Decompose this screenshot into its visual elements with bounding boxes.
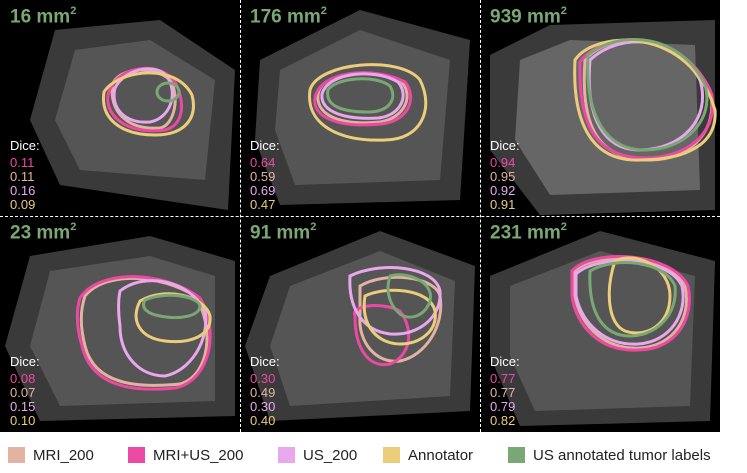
panel-5: 91 mm2 Dice: 0.30 0.49 0.30 0.40	[240, 216, 480, 432]
dice-mri-us-200: 0.30	[250, 371, 276, 386]
dice-mri-200: 0.77	[490, 385, 516, 400]
legend: MRI_200 MRI+US_200 US_200 Annotator US a…	[0, 440, 747, 470]
dice-mri-us-200: 0.77	[490, 371, 516, 386]
ultrasound-figure-grid: 16 mm2 Dice: 0.11 0.11 0.16 0.09 176 mm2…	[0, 0, 720, 432]
dice-scores: Dice: 0.30 0.49 0.30 0.40	[250, 355, 280, 428]
dice-label: Dice:	[250, 354, 280, 369]
dice-mri-us-200: 0.11	[10, 155, 35, 170]
dice-label: Dice:	[490, 354, 520, 369]
legend-swatch-us-200	[278, 447, 295, 463]
dice-mri-200: 0.11	[10, 169, 35, 184]
dice-annotator: 0.09	[10, 197, 36, 212]
dice-annotator: 0.91	[490, 197, 516, 212]
dice-label: Dice:	[10, 354, 40, 369]
dice-mri-200: 0.59	[250, 169, 276, 184]
tumor-area-label: 91 mm2	[250, 221, 317, 244]
dice-us-200: 0.69	[250, 183, 276, 198]
ultrasound-image-4	[5, 236, 235, 421]
tumor-area-label: 231 mm2	[490, 221, 567, 244]
dice-us-200: 0.16	[10, 183, 36, 198]
dice-label: Dice:	[250, 138, 280, 153]
dice-mri-us-200: 0.94	[490, 155, 516, 170]
panel-3: 939 mm2 Dice: 0.94 0.95 0.92 0.91	[480, 0, 720, 216]
dice-us-200: 0.30	[250, 399, 276, 414]
dice-annotator: 0.47	[250, 197, 276, 212]
tumor-area-label: 23 mm2	[10, 221, 77, 244]
panel-6: 231 mm2 Dice: 0.77 0.77 0.79 0.82	[480, 216, 720, 432]
dice-annotator: 0.40	[250, 413, 276, 428]
legend-swatch-us-annotated	[508, 447, 525, 463]
legend-label-us-annotated: US annotated tumor labels	[533, 446, 711, 464]
dice-label: Dice:	[10, 138, 40, 153]
tumor-area-label: 939 mm2	[490, 5, 567, 28]
panel-1: 16 mm2 Dice: 0.11 0.11 0.16 0.09	[0, 0, 240, 216]
legend-label-mri-200: MRI_200	[33, 446, 94, 464]
dice-mri-200: 0.95	[490, 169, 516, 184]
legend-swatch-mri-200	[8, 447, 25, 463]
legend-item-mri-200: MRI_200	[8, 444, 94, 466]
dice-us-200: 0.79	[490, 399, 516, 414]
legend-item-mri-us-200: MRI+US_200	[128, 444, 243, 466]
ultrasound-image-3	[490, 20, 717, 215]
panel-4: 23 mm2 Dice: 0.08 0.07 0.15 0.10	[0, 216, 240, 432]
dice-scores: Dice: 0.64 0.59 0.69 0.47	[250, 139, 280, 212]
legend-item-us-200: US_200	[278, 444, 357, 466]
legend-label-mri-us-200: MRI+US_200	[153, 446, 244, 464]
dice-mri-200: 0.49	[250, 385, 276, 400]
tumor-area-label: 176 mm2	[250, 5, 327, 28]
legend-swatch-mri-us-200	[128, 447, 145, 463]
ultrasound-image-6	[490, 231, 715, 426]
dice-us-200: 0.15	[10, 399, 36, 414]
dice-us-200: 0.92	[490, 183, 516, 198]
legend-item-us-annotated: US annotated tumor labels	[508, 444, 711, 466]
legend-label-us-200: US_200	[303, 446, 358, 464]
dice-scores: Dice: 0.94 0.95 0.92 0.91	[490, 139, 520, 212]
dice-annotator: 0.10	[10, 413, 36, 428]
panel-2: 176 mm2 Dice: 0.64 0.59 0.69 0.47	[240, 0, 480, 216]
panel-divider-horizontal	[0, 216, 720, 217]
dice-annotator: 0.82	[490, 413, 516, 428]
dice-mri-us-200: 0.64	[250, 155, 276, 170]
legend-swatch-annotator	[383, 447, 400, 463]
tumor-area-label: 16 mm2	[10, 5, 77, 28]
ultrasound-image-1	[30, 20, 235, 210]
dice-scores: Dice: 0.77 0.77 0.79 0.82	[490, 355, 520, 428]
dice-mri-200: 0.07	[10, 385, 36, 400]
ultrasound-image-5	[245, 231, 475, 421]
dice-label: Dice:	[490, 138, 520, 153]
ultrasound-image-2	[255, 10, 470, 205]
legend-label-annotator: Annotator	[408, 446, 474, 464]
dice-scores: Dice: 0.11 0.11 0.16 0.09	[10, 139, 40, 212]
dice-scores: Dice: 0.08 0.07 0.15 0.10	[10, 355, 40, 428]
legend-item-annotator: Annotator	[383, 444, 473, 466]
dice-mri-us-200: 0.08	[10, 371, 36, 386]
